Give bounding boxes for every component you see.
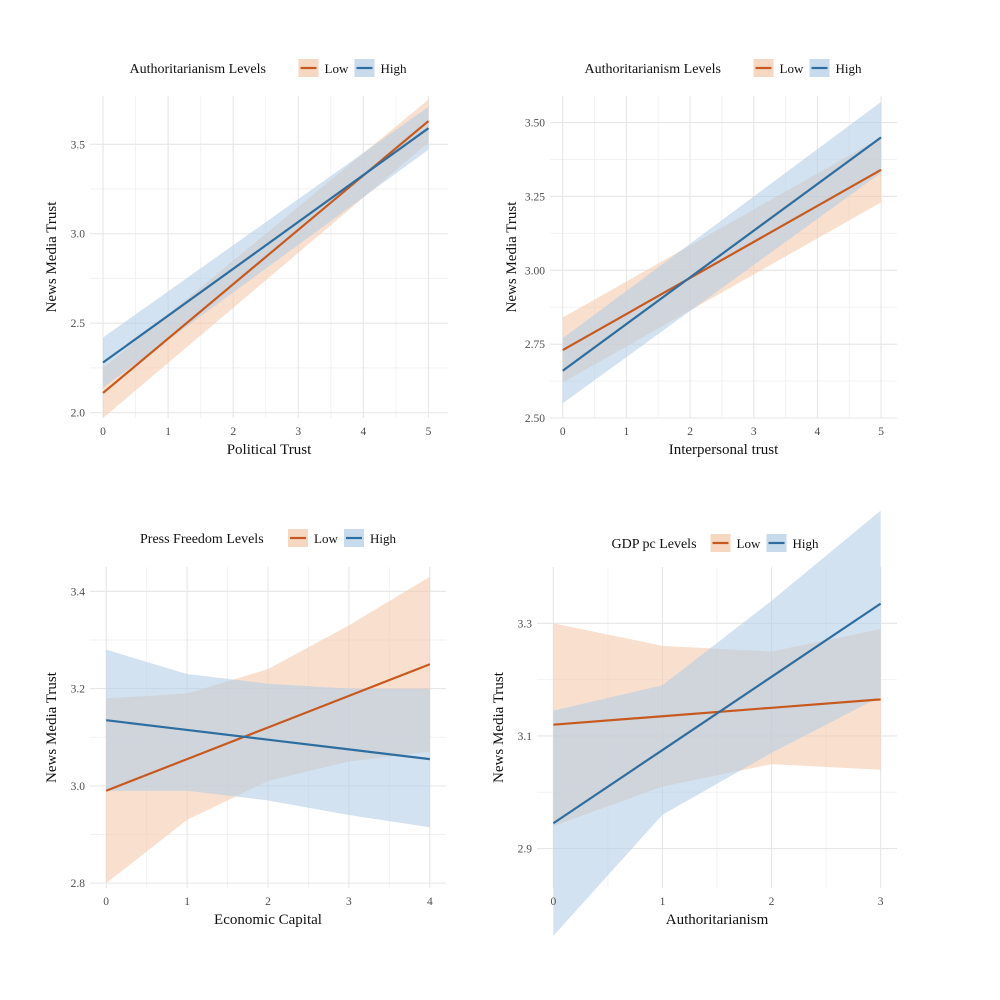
x-axis-title: Political Trust bbox=[227, 442, 312, 458]
y-tick-label: 3.2 bbox=[71, 684, 86, 696]
x-tick-label: 3 bbox=[295, 426, 301, 438]
legend-label-low: Low bbox=[314, 531, 338, 546]
x-tick-label: 5 bbox=[878, 426, 884, 438]
legend-title: GDP pc Levels bbox=[612, 537, 697, 552]
x-tick-label: 3 bbox=[878, 896, 884, 908]
ci-band-high bbox=[106, 649, 430, 828]
legend-label-high: High bbox=[836, 61, 863, 76]
x-tick-label: 0 bbox=[103, 896, 109, 908]
legend-label-high: High bbox=[370, 531, 397, 546]
x-tick-label: 2 bbox=[769, 896, 775, 908]
legend-label-low: Low bbox=[737, 536, 761, 551]
y-axis-title: News Media Trust bbox=[44, 201, 60, 313]
x-axis-title: Authoritarianism bbox=[666, 912, 769, 928]
chart-panel-3: 0 1 2 3 4 2.8 3.0 3.2 3.4 Economic Capital News Me… bbox=[44, 529, 446, 928]
chart-panel-4: 0 1 2 3 2.9 3.1 3.3 Authoritarianism News Media … bbox=[491, 510, 897, 936]
legend-label-high: High bbox=[381, 61, 408, 76]
series-line-high bbox=[552, 602, 882, 825]
x-tick-label: 1 bbox=[184, 896, 190, 908]
x-tick-label: 2 bbox=[265, 896, 271, 908]
y-tick-label: 3.50 bbox=[525, 118, 545, 130]
legend-label-low: Low bbox=[325, 61, 349, 76]
legend-label-high: High bbox=[793, 536, 820, 551]
ci-band-high bbox=[553, 510, 881, 936]
y-tick-label: 3.1 bbox=[518, 731, 533, 743]
legend-title: Authoritarianism Levels bbox=[130, 62, 266, 77]
x-tick-label: 1 bbox=[624, 426, 630, 438]
y-tick-label: 3.5 bbox=[71, 139, 86, 151]
y-tick-label: 2.5 bbox=[71, 318, 86, 330]
x-tick-label: 4 bbox=[427, 896, 433, 908]
y-tick-label: 2.50 bbox=[525, 413, 545, 425]
x-tick-label: 5 bbox=[426, 426, 432, 438]
x-tick-label: 0 bbox=[560, 426, 566, 438]
y-tick-label: 2.8 bbox=[71, 878, 86, 890]
y-axis-title: News Media Trust bbox=[491, 671, 507, 783]
series-line-low bbox=[105, 663, 431, 792]
legend-label-low: Low bbox=[780, 61, 804, 76]
series-line-high bbox=[562, 136, 882, 372]
x-axis-title: Economic Capital bbox=[214, 912, 322, 928]
x-tick-label: 1 bbox=[165, 426, 171, 438]
legend: Press Freedom Levels Low High bbox=[140, 529, 397, 547]
x-tick-label: 2 bbox=[230, 426, 236, 438]
x-tick-label: 2 bbox=[687, 426, 693, 438]
x-tick-label: 1 bbox=[660, 896, 666, 908]
y-tick-label: 2.75 bbox=[525, 339, 545, 351]
series-line-low bbox=[562, 168, 882, 352]
x-tick-label: 3 bbox=[751, 426, 757, 438]
legend: Authoritarianism Levels Low High bbox=[585, 59, 863, 77]
y-axis-title: News Media Trust bbox=[504, 201, 520, 313]
y-tick-label: 3.00 bbox=[525, 265, 545, 277]
y-tick-label: 3.4 bbox=[71, 586, 86, 598]
series-line-high bbox=[102, 127, 430, 364]
y-tick-label: 3.0 bbox=[71, 229, 86, 241]
x-tick-label: 0 bbox=[550, 896, 556, 908]
chart-panel-1: 0 1 2 3 4 5 2.0 2.5 3.0 3.5 Political Trust News Me… bbox=[44, 59, 448, 458]
legend: Authoritarianism Levels Low High bbox=[130, 59, 408, 77]
legend: GDP pc Levels Low High bbox=[612, 534, 820, 552]
chart-panel-2: 0 1 2 3 4 5 2.50 2.75 3.00 3.25 3.50 Interpersonal … bbox=[504, 59, 897, 458]
x-tick-label: 0 bbox=[100, 426, 106, 438]
legend-title: Authoritarianism Levels bbox=[585, 62, 721, 77]
y-axis-title: News Media Trust bbox=[44, 671, 60, 783]
legend-title: Press Freedom Levels bbox=[140, 532, 264, 547]
x-axis-title: Interpersonal trust bbox=[669, 442, 779, 458]
y-tick-label: 2.0 bbox=[71, 408, 86, 420]
series-line-high bbox=[106, 719, 430, 761]
x-tick-label: 3 bbox=[346, 896, 352, 908]
ci-band-high bbox=[103, 106, 429, 388]
series-line-low bbox=[553, 698, 881, 726]
x-tick-label: 4 bbox=[361, 426, 367, 438]
y-tick-label: 3.0 bbox=[71, 781, 86, 793]
y-tick-label: 2.9 bbox=[518, 844, 533, 856]
ci-band-high bbox=[562, 101, 882, 404]
y-tick-label: 3.3 bbox=[518, 618, 533, 630]
y-tick-label: 3.25 bbox=[525, 191, 545, 203]
x-tick-label: 4 bbox=[815, 426, 821, 438]
